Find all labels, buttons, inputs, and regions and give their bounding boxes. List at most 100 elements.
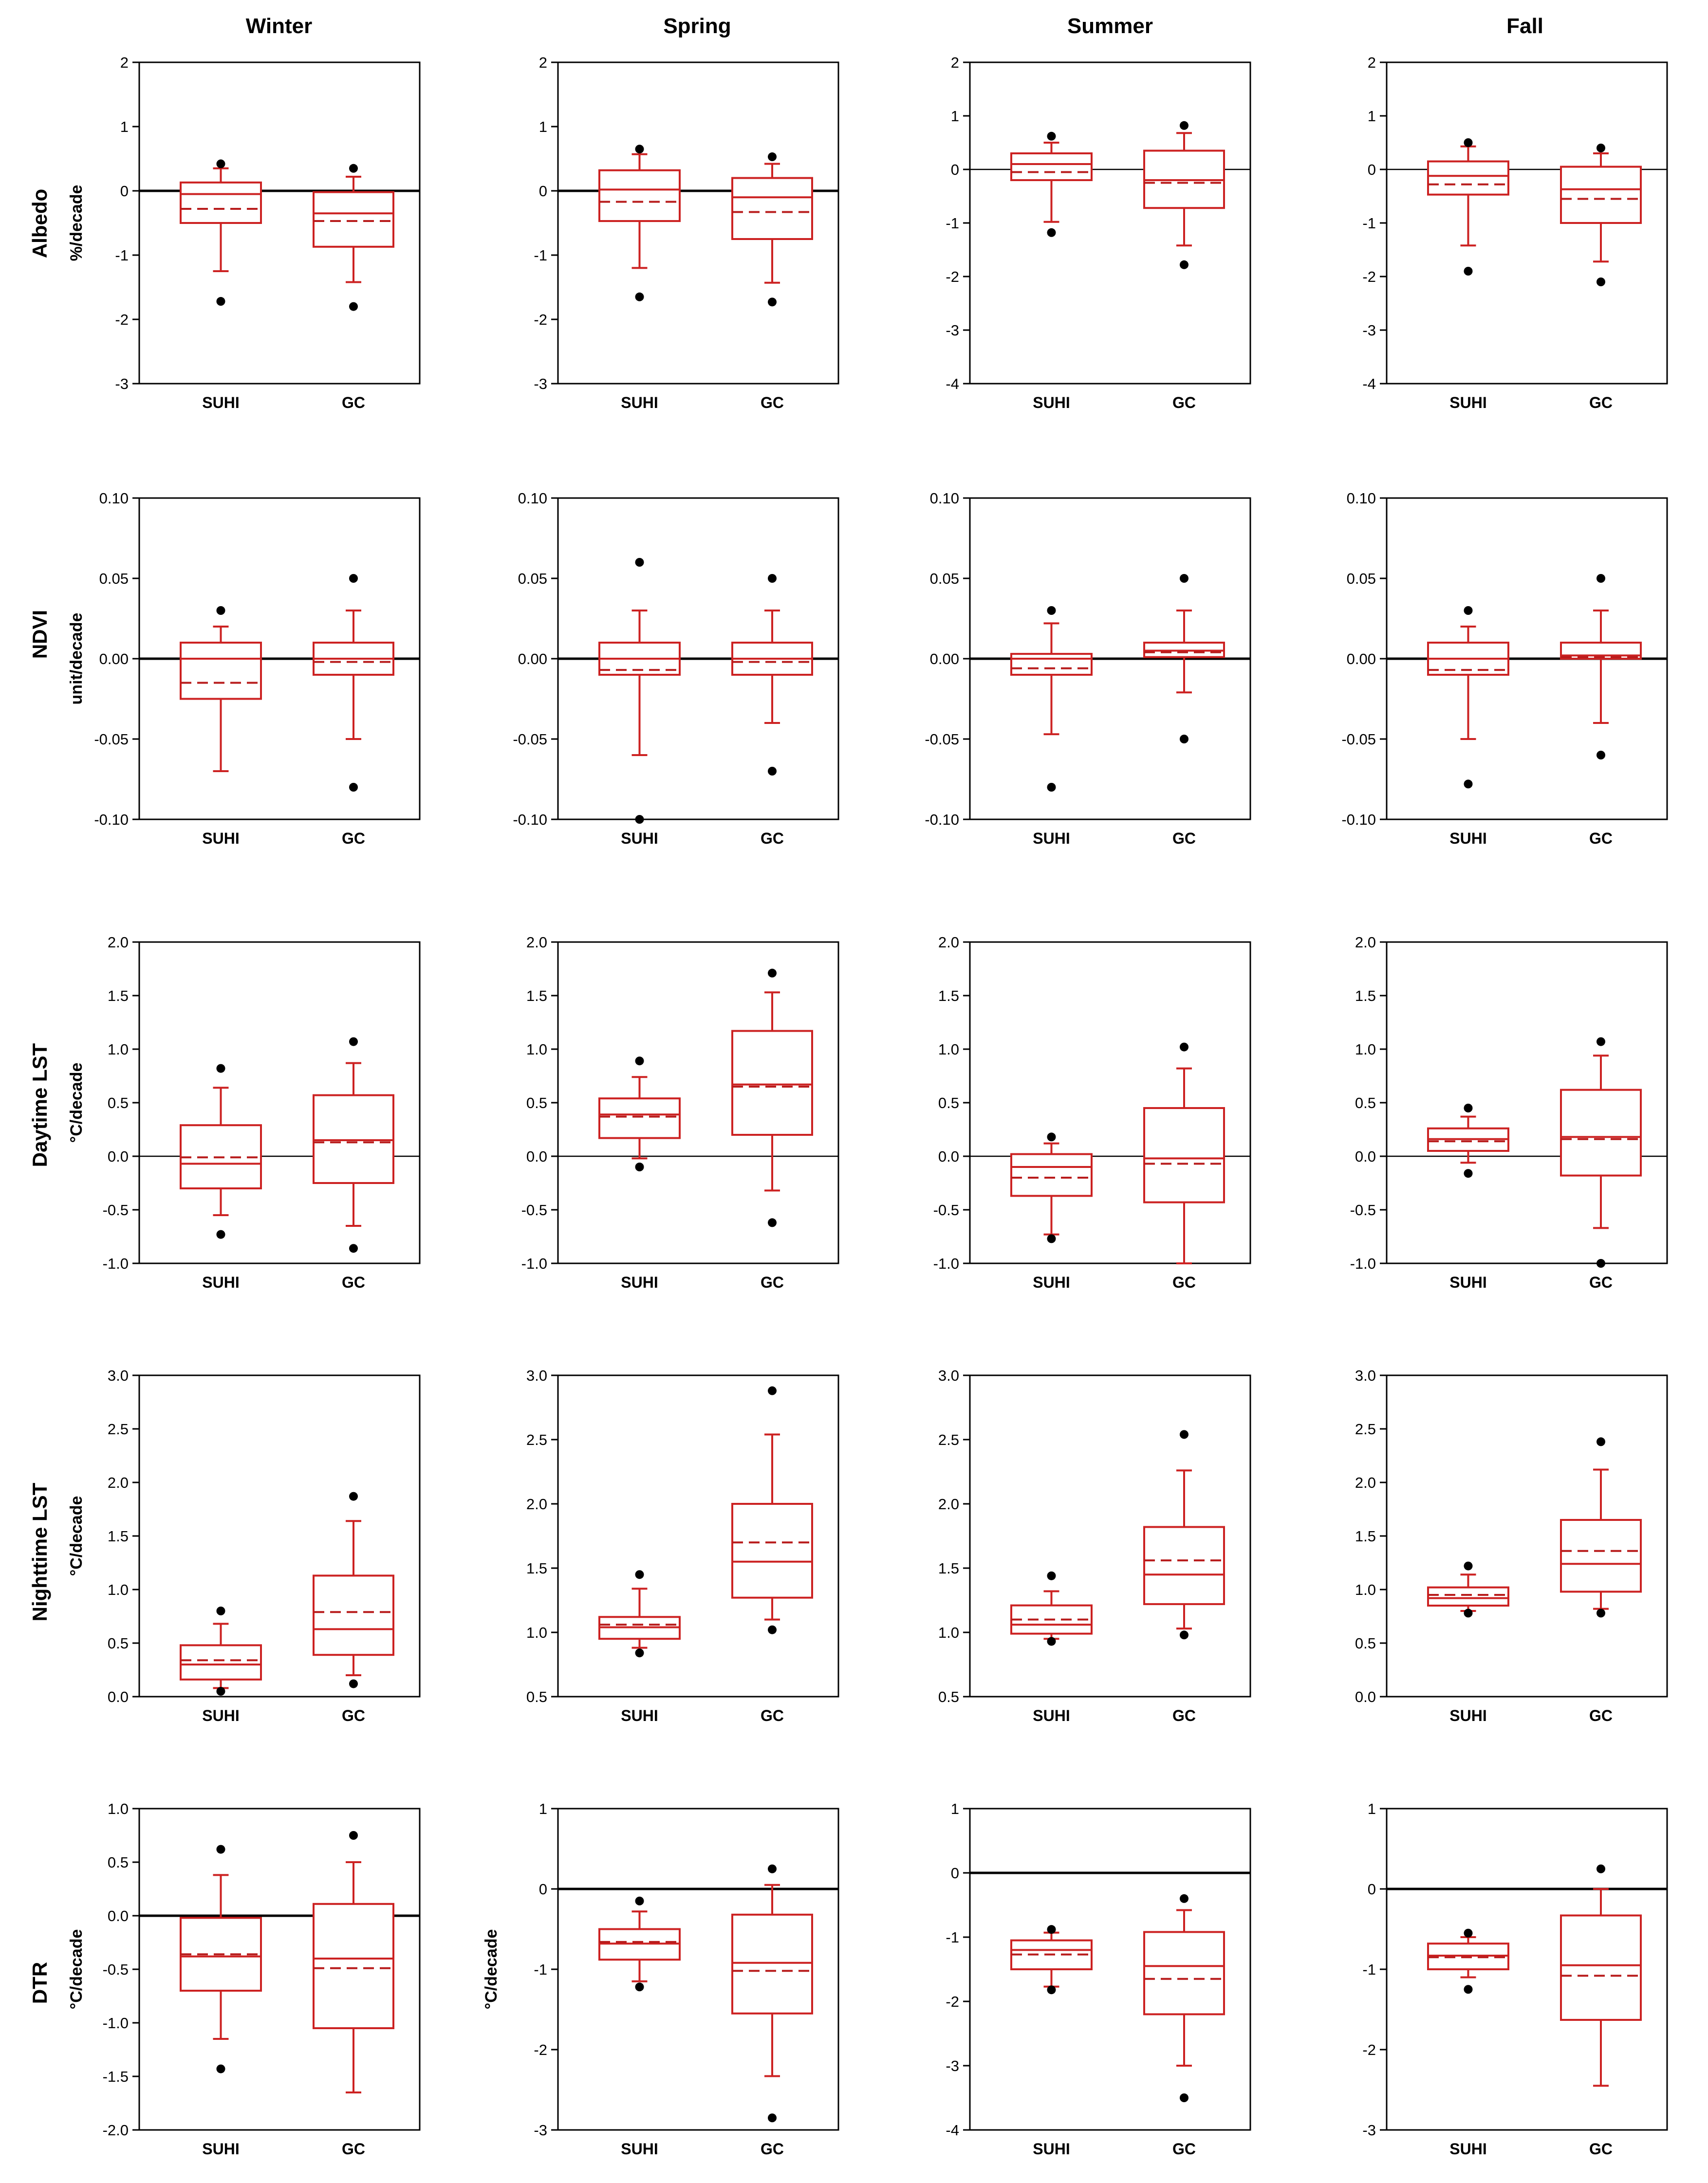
y-tick-label: 0.5 [1355,1094,1376,1111]
y-tick-label: 0.10 [518,490,547,507]
y-unit-label: °C/decade [482,1929,501,2010]
y-tick-label: 3.0 [1355,1367,1376,1384]
y-tick-label: 1.0 [108,1041,129,1058]
outlier-point-suhi [1464,267,1473,276]
y-tick-label: 0 [539,1881,547,1898]
y-tick-label: 1.5 [526,987,547,1004]
y-tick-label: -1.0 [1350,1255,1376,1272]
panel-dtr-winter: 1.0 0.5 0.0 -0.5 -1.0 -1.5 -2.0 SUHI GC °C/decade [67,1800,421,2158]
outlier-point-gc [1180,260,1188,269]
x-category-label-gc: GC [761,1274,784,1291]
outlier-point-gc [1597,1037,1605,1046]
outlier-point-gc [349,783,358,792]
y-tick-label: -0.05 [925,731,959,748]
y-tick-label: -3 [534,375,547,392]
panel-albedo-summer: 2 1 0 -1 -2 -3 -4 SUHI GC [946,54,1251,411]
x-category-label-suhi: SUHI [202,1274,239,1291]
row-label-ndvi: NDVI [28,610,51,659]
outlier-point-suhi [216,1230,225,1239]
y-tick-label: -2 [946,1993,959,2010]
outlier-point-gc [768,1386,777,1395]
outlier-point-gc [1180,2093,1188,2102]
panel-daytime-lst-fall: 2.0 1.5 1.0 0.5 0.0 -0.5 -1.0 SUHI GC [1350,934,1668,1291]
x-category-label-suhi: SUHI [202,830,239,847]
x-category-label-suhi: SUHI [1033,2140,1070,2158]
y-tick-label: 0.0 [1355,1148,1376,1165]
x-category-label-gc: GC [1589,1274,1613,1291]
outlier-point-suhi [1464,1169,1473,1178]
box-gc [1560,166,1642,224]
outlier-point-suhi [1464,779,1473,789]
x-category-label-suhi: SUHI [202,2140,239,2158]
box-gc [731,1503,813,1599]
outlier-point-suhi [216,606,225,615]
x-category-label-gc: GC [761,830,784,847]
box-suhi [180,642,262,700]
outlier-point-suhi [1047,228,1056,237]
y-tick-label: -0.5 [103,1961,129,1978]
outlier-point-suhi [635,1982,644,1992]
y-unit-label: °C/decade [67,1496,86,1576]
y-tick-label: -1 [946,215,959,232]
box-suhi [180,181,262,224]
y-tick-label: -1 [1362,1961,1376,1978]
x-category-label-gc: GC [342,2140,365,2158]
y-tick-label: -1 [534,247,547,264]
outlier-point-gc [349,164,358,173]
y-tick-label: -2 [1362,2041,1376,2058]
y-tick-label: 1.5 [938,987,959,1004]
outlier-point-gc [768,1864,777,1873]
outlier-point-suhi [1047,1234,1056,1243]
y-tick-label: -3 [946,322,959,339]
y-tick-label: -3 [1362,2122,1376,2139]
outlier-point-gc [349,1244,358,1253]
y-tick-label: 1 [539,1800,547,1817]
y-tick-label: 2.0 [526,1496,547,1513]
outlier-point-gc [349,1679,358,1688]
box-suhi [1427,1586,1509,1607]
y-tick-label: -0.05 [94,731,129,748]
y-tick-label: -1.0 [521,1255,547,1272]
y-tick-label: -2 [115,311,129,328]
box-gc [731,1913,813,2015]
y-tick-label: 2.0 [1355,934,1376,951]
outlier-point-suhi [1047,1571,1056,1580]
y-unit-label: °C/decade [67,1063,86,1143]
y-tick-label: 2.5 [108,1421,129,1438]
y-tick-label: -2 [946,268,959,285]
y-tick-label: -2 [1362,268,1376,285]
box-gc [1143,1931,1225,2016]
y-tick-label: 0.0 [1355,1688,1376,1705]
box-suhi [1427,160,1509,196]
y-tick-label: -1.0 [933,1255,959,1272]
y-tick-label: 1.0 [1355,1041,1376,1058]
y-tick-label: 2 [539,54,547,71]
panel-daytime-lst-summer: 2.0 1.5 1.0 0.5 0.0 -0.5 -1.0 SUHI GC [933,934,1251,1291]
plot-frame [969,1374,1251,1698]
outlier-point-suhi [635,1163,644,1171]
x-category-label-suhi: SUHI [621,394,658,411]
y-tick-label: -1 [1362,215,1376,232]
outlier-point-gc [1180,1430,1188,1439]
y-tick-label: 1.5 [938,1560,959,1577]
column-title-winter: Winter [246,14,313,38]
panel-nighttime-lst-summer: 3.0 2.5 2.0 1.5 1.0 0.5 SUHI GC [938,1367,1251,1724]
y-tick-label: -2.0 [103,2122,129,2139]
y-tick-label: 2.0 [938,1496,959,1513]
plot-frame [557,61,839,385]
column-title-summer: Summer [1067,14,1153,38]
y-tick-label: 0 [120,183,129,200]
box-gc [731,1030,813,1136]
outlier-point-suhi [1047,1637,1056,1646]
box-gc [1560,1089,1642,1177]
y-tick-label: 1 [539,118,547,135]
y-tick-label: -0.05 [513,731,547,748]
plot-frame [138,61,421,385]
y-tick-label: -2 [534,2041,547,2058]
y-tick-label: -0.05 [1341,731,1376,748]
outlier-point-gc [1597,1259,1605,1268]
y-tick-label: 2 [1368,54,1376,71]
outlier-point-suhi [635,1648,644,1658]
y-tick-label: -3 [946,2057,959,2074]
y-tick-label: 3.0 [938,1367,959,1384]
